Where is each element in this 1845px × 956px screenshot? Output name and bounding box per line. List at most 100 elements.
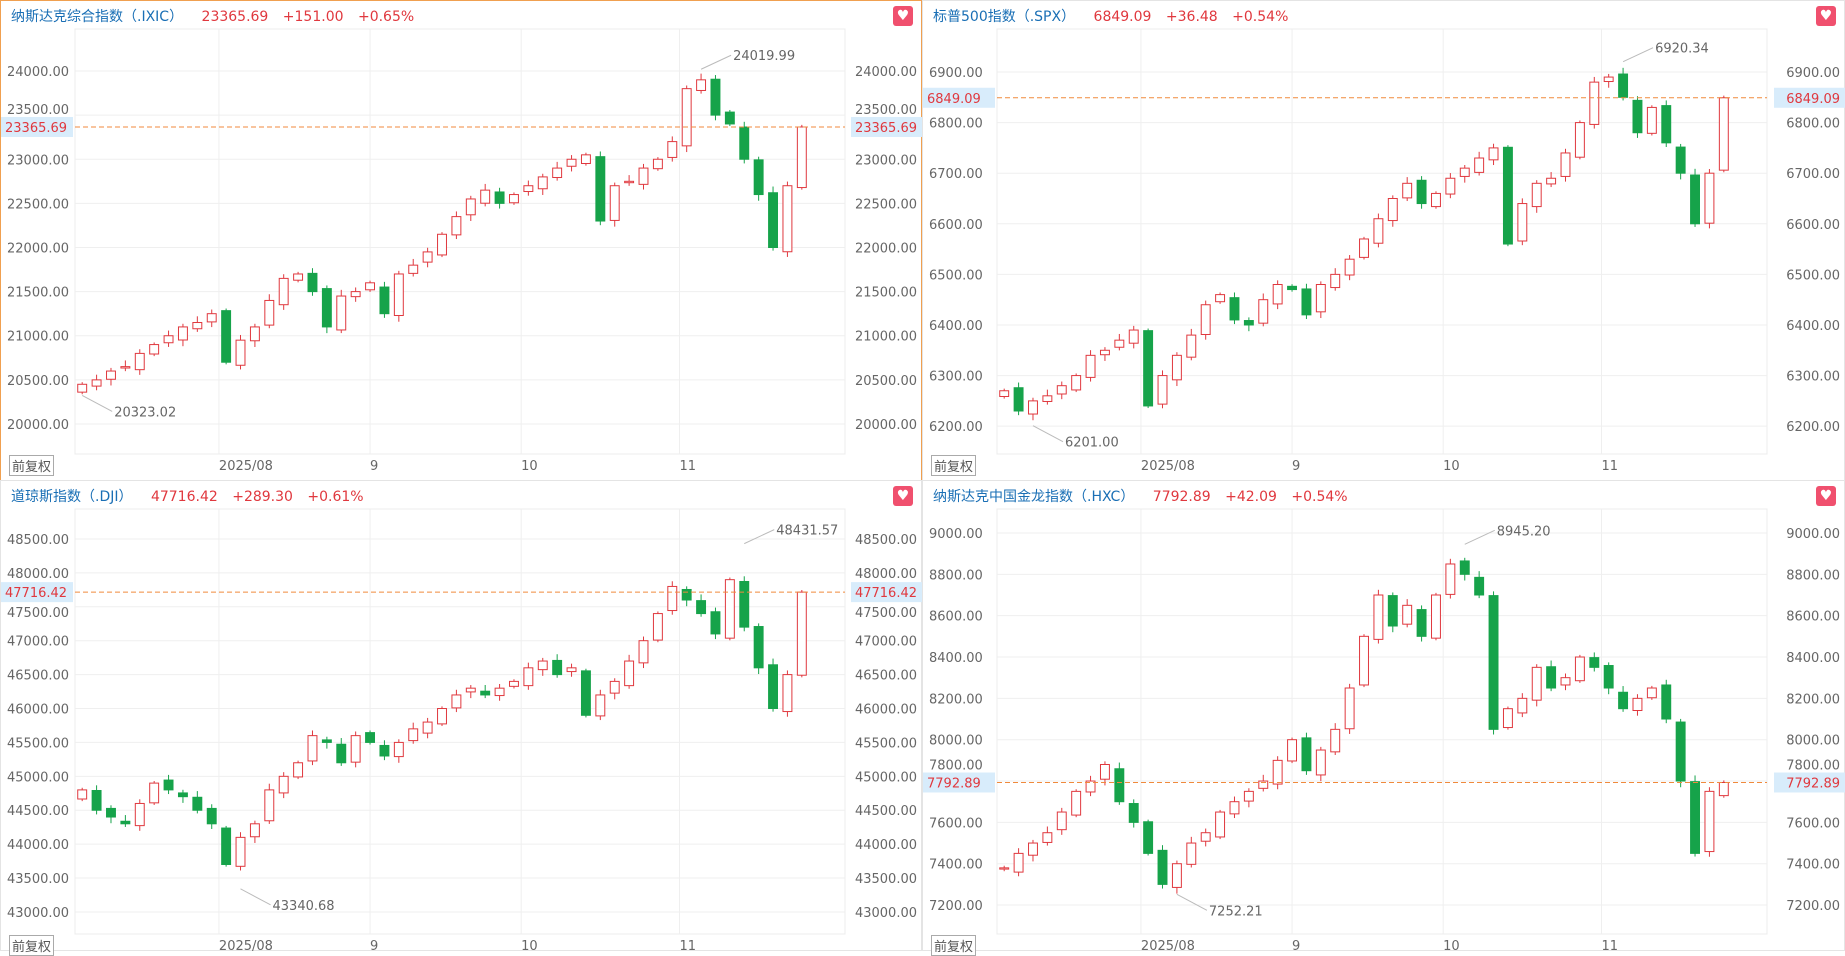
adjust-price-button[interactable]: 前复权 bbox=[9, 455, 55, 476]
candle-up[interactable] bbox=[509, 192, 519, 205]
candle-up[interactable] bbox=[1373, 589, 1384, 644]
candle-up[interactable] bbox=[1646, 685, 1657, 700]
candle-up[interactable] bbox=[1315, 281, 1326, 319]
candle-up[interactable] bbox=[408, 258, 419, 277]
candle-up[interactable] bbox=[1171, 860, 1182, 894]
favorite-heart-icon[interactable]: ♥ bbox=[1816, 6, 1836, 26]
chart-panel[interactable]: 道琼斯指数（.DJI） 47716.42 +289.30 +0.61% ♥ 前复… bbox=[0, 480, 923, 956]
favorite-heart-icon[interactable]: ♥ bbox=[893, 486, 913, 506]
candle-down[interactable] bbox=[336, 738, 347, 766]
candle-up[interactable] bbox=[1099, 347, 1110, 361]
candle-down[interactable] bbox=[1143, 328, 1154, 409]
candle-up[interactable] bbox=[293, 271, 304, 283]
candle-up[interactable] bbox=[1071, 789, 1082, 818]
candle-up[interactable] bbox=[192, 316, 203, 332]
candle-up[interactable] bbox=[350, 731, 361, 768]
candle-up[interactable] bbox=[1028, 839, 1038, 862]
candle-up[interactable] bbox=[537, 657, 548, 676]
candle-down[interactable] bbox=[1114, 762, 1125, 805]
candle-up[interactable] bbox=[1344, 683, 1355, 734]
candle-up[interactable] bbox=[1272, 756, 1283, 790]
candle-up[interactable] bbox=[566, 663, 577, 677]
candle-down[interactable] bbox=[1229, 292, 1240, 325]
candle-down[interactable] bbox=[1661, 679, 1672, 724]
candle-down[interactable] bbox=[177, 789, 188, 803]
candle-up[interactable] bbox=[336, 289, 347, 334]
candle-up[interactable] bbox=[624, 175, 635, 186]
candle-up[interactable] bbox=[494, 684, 505, 701]
candle-up[interactable] bbox=[437, 232, 447, 258]
candle-down[interactable] bbox=[379, 740, 390, 761]
candle-up[interactable] bbox=[537, 173, 548, 195]
candle-up[interactable] bbox=[134, 349, 145, 375]
candle-up[interactable] bbox=[1359, 634, 1369, 688]
candle-down[interactable] bbox=[768, 658, 778, 712]
candle-up[interactable] bbox=[249, 820, 260, 843]
candle-up[interactable] bbox=[235, 832, 246, 871]
candle-up[interactable] bbox=[1099, 761, 1110, 786]
candle-up[interactable] bbox=[1330, 723, 1341, 755]
candle-up[interactable] bbox=[1258, 293, 1269, 327]
candle-up[interactable] bbox=[1056, 807, 1067, 835]
index-title[interactable]: 纳斯达克综合指数（.IXIC） bbox=[11, 9, 184, 25]
candle-down[interactable] bbox=[768, 186, 778, 251]
candle-up[interactable] bbox=[1200, 828, 1211, 847]
adjust-price-button[interactable]: 前复权 bbox=[931, 935, 977, 956]
candle-down[interactable] bbox=[696, 594, 707, 617]
candle-down[interactable] bbox=[91, 785, 102, 815]
candle-down[interactable] bbox=[724, 109, 735, 127]
candle-up[interactable] bbox=[1431, 592, 1441, 641]
candle-up[interactable] bbox=[566, 155, 577, 172]
candle-up[interactable] bbox=[667, 581, 678, 615]
candle-up[interactable] bbox=[120, 360, 131, 372]
candle-up[interactable] bbox=[523, 662, 534, 690]
candle-down[interactable] bbox=[1661, 100, 1672, 148]
candle-up[interactable] bbox=[149, 342, 160, 357]
candle-down[interactable] bbox=[1618, 686, 1629, 712]
candle-up[interactable] bbox=[1344, 255, 1355, 281]
candle-down[interactable] bbox=[1618, 67, 1629, 101]
candle-up[interactable] bbox=[1445, 173, 1456, 199]
candle-down[interactable] bbox=[480, 684, 491, 699]
candle-up[interactable] bbox=[1488, 143, 1499, 166]
candle-up[interactable] bbox=[422, 247, 433, 268]
candle-up[interactable] bbox=[1258, 774, 1269, 792]
candle-down[interactable] bbox=[1387, 592, 1398, 633]
candle-down[interactable] bbox=[1416, 605, 1427, 642]
candle-up[interactable] bbox=[1028, 397, 1038, 421]
candle-up[interactable] bbox=[999, 388, 1010, 399]
candle-up[interactable] bbox=[1718, 95, 1729, 173]
candle-up[interactable] bbox=[1459, 164, 1470, 183]
candle-down[interactable] bbox=[753, 623, 764, 675]
candle-down[interactable] bbox=[552, 654, 563, 678]
candle-up[interactable] bbox=[1387, 195, 1398, 227]
candle-up[interactable] bbox=[1517, 198, 1528, 246]
candle-up[interactable] bbox=[350, 287, 361, 302]
candle-down[interactable] bbox=[1013, 382, 1024, 416]
candle-up[interactable] bbox=[696, 73, 707, 94]
candle-up[interactable] bbox=[393, 739, 404, 763]
candle-up[interactable] bbox=[1013, 848, 1024, 877]
candle-down[interactable] bbox=[1675, 718, 1686, 788]
candle-down[interactable] bbox=[120, 815, 131, 827]
candle-up[interactable] bbox=[681, 85, 692, 153]
adjust-price-button[interactable]: 前复权 bbox=[9, 935, 55, 956]
candle-up[interactable] bbox=[1517, 693, 1528, 718]
candle-up[interactable] bbox=[264, 294, 275, 329]
candle-down[interactable] bbox=[1416, 176, 1427, 209]
candle-up[interactable] bbox=[724, 577, 735, 641]
candle-up[interactable] bbox=[552, 161, 563, 181]
candle-down[interactable] bbox=[1589, 652, 1600, 672]
candle-up[interactable] bbox=[796, 589, 807, 678]
candle-up[interactable] bbox=[1229, 796, 1240, 819]
candle-up[interactable] bbox=[235, 334, 246, 370]
candle-down[interactable] bbox=[221, 825, 232, 867]
candle-up[interactable] bbox=[77, 787, 88, 802]
candle-up[interactable] bbox=[307, 730, 318, 766]
candle-up[interactable] bbox=[1042, 826, 1053, 846]
candle-up[interactable] bbox=[1215, 809, 1226, 840]
candle-up[interactable] bbox=[1157, 370, 1168, 409]
candle-down[interactable] bbox=[1502, 145, 1513, 247]
index-title[interactable]: 标普500指数（.SPX） bbox=[933, 9, 1076, 25]
candle-up[interactable] bbox=[1402, 599, 1413, 628]
